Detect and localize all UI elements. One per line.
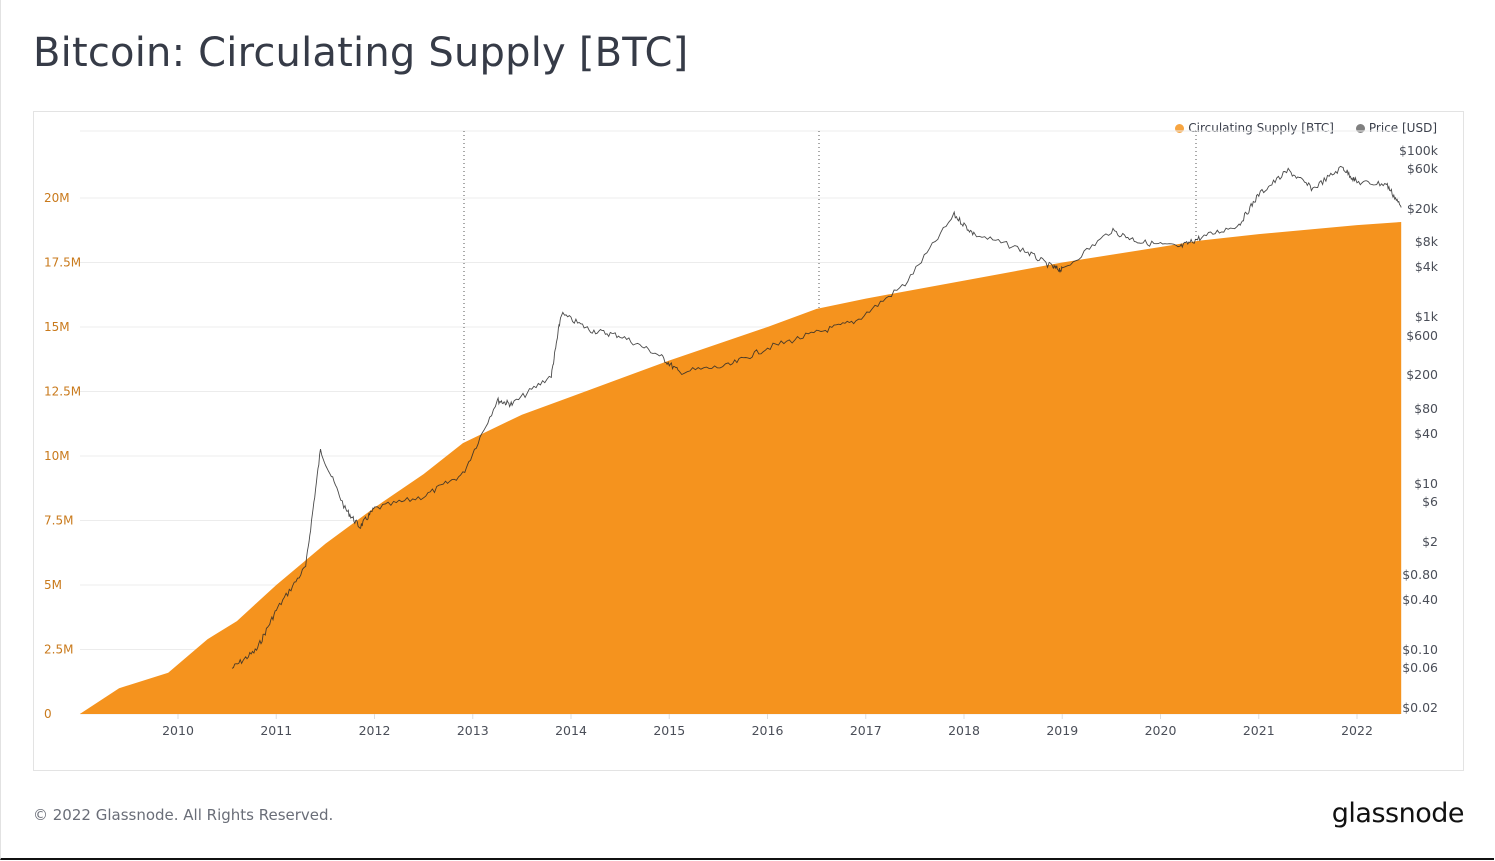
right-axis-label: $0.10 (1402, 642, 1438, 657)
left-axis-label: 5M (44, 578, 62, 592)
right-axis-label: $200 (1406, 367, 1438, 382)
right-axis-label: $0.06 (1402, 660, 1438, 675)
x-axis-label: 2017 (850, 723, 882, 738)
left-axis-label: 17.5M (44, 256, 81, 270)
legend-dot-price-icon (1355, 123, 1365, 133)
right-axis-label: $8k (1415, 234, 1439, 249)
right-axis-label: $20k (1407, 201, 1439, 216)
x-axis-label: 2010 (162, 723, 194, 738)
right-axis-label: $4k (1415, 259, 1439, 274)
glassnode-logo[interactable]: glassnode (1331, 798, 1465, 829)
price-line (231, 165, 1402, 669)
x-axis: 2010 2011 2012 2013 2014 2015 2016 2017 2018 2019… (162, 714, 1373, 738)
right-y-axis: $0.02 $0.06 $0.10 $0.40 $0.80 $2 $6 $10 $40 $80 $2… (1399, 143, 1439, 715)
left-axis-label: 12.5M (44, 385, 81, 399)
x-axis-label: 2013 (457, 723, 489, 738)
supply-area (79, 222, 1402, 714)
left-axis-label: 20M (44, 191, 70, 205)
x-axis-label: 2020 (1145, 723, 1177, 738)
right-axis-label: $6 (1422, 494, 1438, 509)
right-axis-label: $600 (1406, 328, 1438, 343)
left-axis-label: 10M (44, 449, 70, 463)
x-axis-label: 2019 (1046, 723, 1078, 738)
left-axis-label: 0 (44, 707, 52, 721)
x-axis-label: 2011 (260, 723, 292, 738)
left-y-axis: 0 2.5M 5M 7.5M 10M 12.5M 15M 17.5M 20M (44, 191, 81, 721)
copyright-text: © 2022 Glassnode. All Rights Reserved. (33, 806, 334, 824)
left-axis-label: 15M (44, 320, 70, 334)
x-axis-label: 2022 (1341, 723, 1373, 738)
right-axis-label: $40 (1414, 426, 1438, 441)
right-axis-label: $0.80 (1402, 567, 1438, 582)
x-axis-label: 2015 (653, 723, 685, 738)
right-axis-label: $2 (1422, 534, 1438, 549)
right-axis-label: $60k (1407, 161, 1439, 176)
x-axis-label: 2018 (948, 723, 980, 738)
right-axis-label: $0.40 (1402, 592, 1438, 607)
right-axis-label: $1k (1415, 309, 1439, 324)
page-title: Bitcoin: Circulating Supply [BTC] (33, 30, 689, 76)
x-axis-label: 2012 (359, 723, 391, 738)
x-axis-label: 2016 (752, 723, 784, 738)
right-axis-label: $10 (1414, 476, 1438, 491)
right-axis-label: $100k (1399, 143, 1439, 158)
left-axis-label: 2.5M (44, 643, 73, 657)
x-axis-label: 2014 (555, 723, 587, 738)
right-axis-label: $80 (1414, 401, 1438, 416)
left-axis-label: 7.5M (44, 514, 73, 528)
legend-dot-supply-icon (1175, 123, 1185, 133)
right-axis-label: $0.02 (1402, 700, 1438, 715)
x-axis-label: 2021 (1243, 723, 1275, 738)
